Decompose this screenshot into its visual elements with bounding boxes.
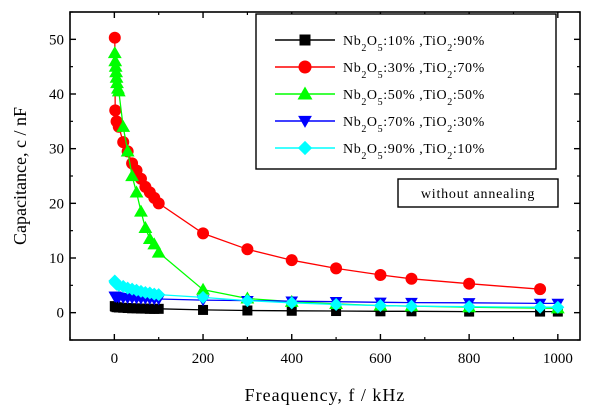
data-point <box>125 169 139 182</box>
x-tick-label: 600 <box>369 351 392 367</box>
data-point <box>116 119 131 132</box>
data-point <box>198 304 209 315</box>
legend-label: Nb2O5:30% ,TiO2:70% <box>343 61 485 81</box>
data-point <box>462 300 476 314</box>
data-point <box>373 299 387 313</box>
data-point <box>242 305 253 316</box>
data-point <box>109 65 124 78</box>
data-point <box>240 294 254 308</box>
annotation-frame <box>397 178 559 208</box>
data-point <box>107 46 122 59</box>
data-point <box>405 272 418 285</box>
data-point <box>110 76 124 89</box>
data-point <box>152 288 166 302</box>
legend-marker <box>298 115 312 128</box>
legend-label: Nb2O5:50% ,TiO2:50% <box>343 88 485 108</box>
legend-marker <box>297 140 313 156</box>
data-point <box>551 300 565 314</box>
data-point <box>151 245 166 258</box>
data-point <box>111 84 126 97</box>
x-tick-label: 200 <box>192 351 215 367</box>
data-point <box>533 300 547 314</box>
y-tick-label: 30 <box>49 142 64 158</box>
data-point <box>286 305 297 316</box>
legend-marker <box>298 60 312 74</box>
data-point <box>197 227 210 240</box>
x-tick-label: 400 <box>280 351 303 367</box>
data-point <box>196 282 210 295</box>
data-point <box>331 306 342 317</box>
y-tick-label: 0 <box>57 306 65 322</box>
data-point <box>404 299 418 313</box>
data-point <box>196 290 210 304</box>
x-tick-label: 0 <box>111 351 119 367</box>
x-tick-label: 1000 <box>543 351 573 367</box>
legend-label: Nb2O5:70% ,TiO2:30% <box>343 115 485 135</box>
data-point <box>108 31 121 44</box>
data-point <box>138 221 153 234</box>
data-point <box>241 243 254 256</box>
y-tick-label: 50 <box>49 32 64 48</box>
annotation-text: without annealing <box>421 187 535 202</box>
x-axis-title: Freaquency, f / kHz <box>245 385 406 405</box>
legend-label: Nb2O5:90% ,TiO2:10% <box>343 142 485 162</box>
data-point <box>129 185 144 198</box>
y-tick-label: 20 <box>49 196 64 212</box>
legend-label: Nb2O5:10% ,TiO2:90% <box>343 34 485 54</box>
data-point <box>109 70 124 83</box>
y-tick-label: 40 <box>49 87 64 103</box>
y-tick-label: 10 <box>49 251 64 267</box>
data-point <box>330 262 343 275</box>
data-point <box>152 197 165 210</box>
data-point <box>374 268 387 281</box>
annotation-box: without annealing <box>397 178 559 208</box>
legend: Nb2O5:10% ,TiO2:90% Nb2O5:30% ,TiO2:70% Nb… <box>255 13 557 170</box>
series-5 <box>108 274 565 314</box>
data-point <box>147 237 162 250</box>
data-point <box>108 54 123 67</box>
plot-area <box>107 31 565 317</box>
legend-marker <box>299 34 311 46</box>
data-point <box>108 59 123 72</box>
data-point <box>329 297 343 311</box>
data-point <box>134 204 148 217</box>
data-point <box>109 104 122 117</box>
data-point <box>463 277 476 290</box>
axes: 0 200 400 600 800 1000 0 10 20 30 40 50 <box>49 11 580 367</box>
data-point <box>534 283 547 296</box>
legend-marker <box>297 86 313 100</box>
data-point <box>285 254 298 267</box>
data-point <box>120 144 135 157</box>
data-point <box>153 303 164 314</box>
data-point <box>285 296 299 310</box>
y-axis-title: Capacitance, c / nF <box>10 107 30 245</box>
x-tick-label: 800 <box>458 351 481 367</box>
